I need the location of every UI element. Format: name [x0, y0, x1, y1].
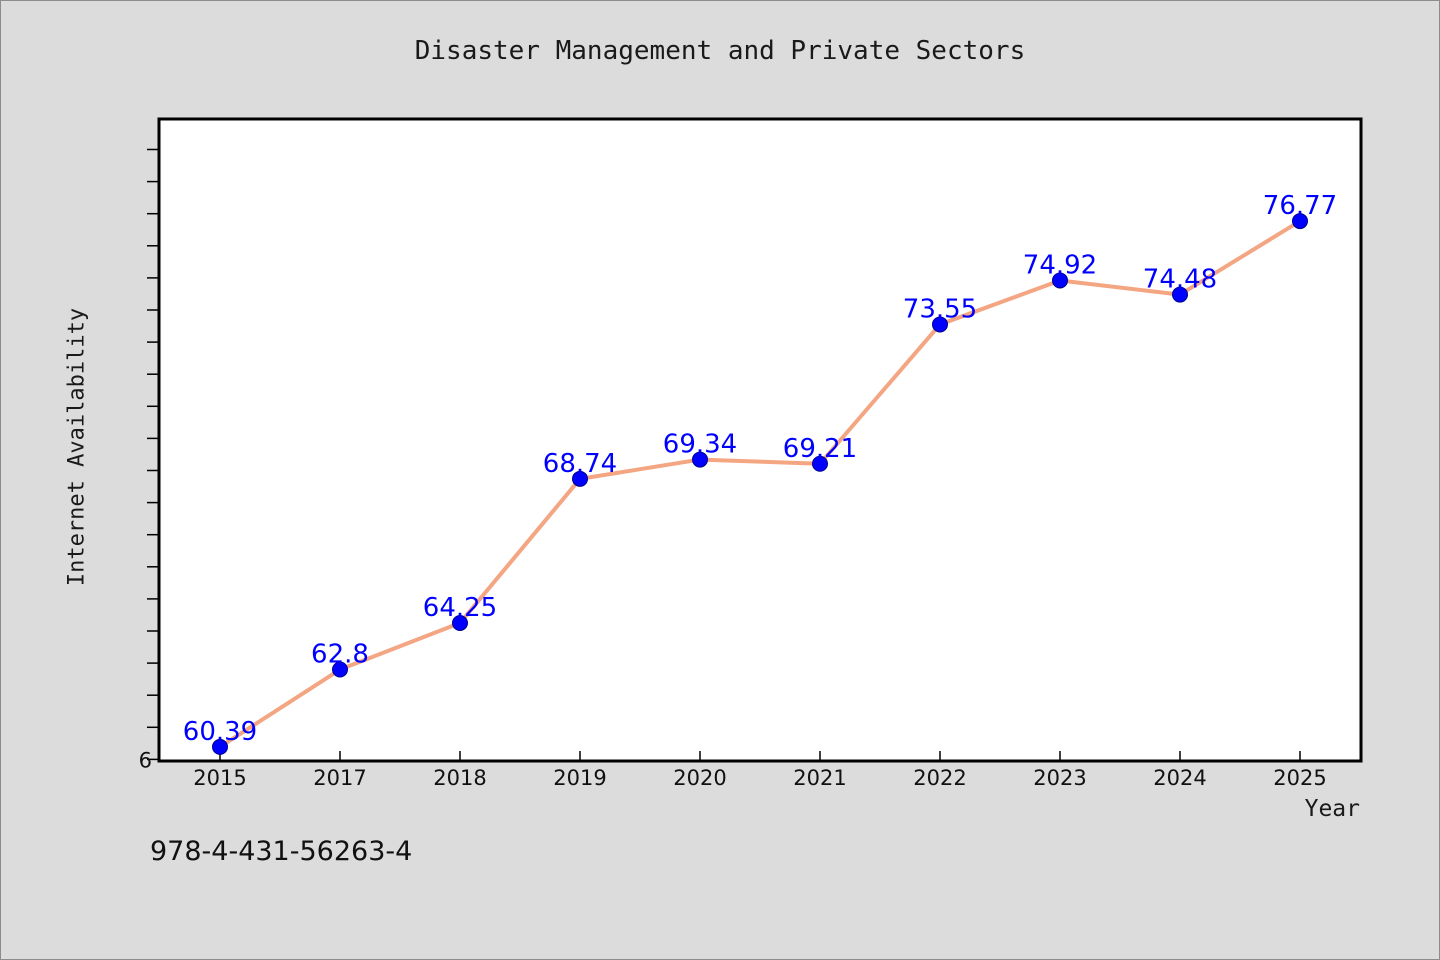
x-tick-label: 2024 [1153, 766, 1206, 790]
x-axis-tick-labels: 2015 2017 2018 2019 2020 2021 2022 2023 2024 2025 [193, 766, 1326, 790]
data-point [932, 316, 948, 333]
data-label: 69.34 [663, 430, 737, 460]
x-tick-label: 2017 [313, 766, 366, 790]
x-tick-label: 2022 [913, 766, 966, 790]
chart-title: Disaster Management and Private Sectors [414, 36, 1026, 66]
data-label: 74.48 [1143, 265, 1217, 295]
data-label: 60.39 [183, 717, 257, 747]
data-label: 68.74 [543, 449, 617, 479]
y-axis-ticks [147, 148, 159, 761]
data-point [212, 738, 228, 755]
data-label: 74.92 [1023, 250, 1097, 280]
data-label: 62.8 [311, 640, 369, 670]
data-label: 64.25 [423, 593, 497, 623]
data-point [452, 614, 468, 631]
series-points [212, 213, 1308, 755]
data-point [1292, 213, 1308, 230]
data-point [692, 451, 708, 468]
y-axis-label: Internet Availability [64, 307, 90, 587]
plot-area [157, 117, 1363, 763]
x-tick-label: 2025 [1273, 766, 1326, 790]
data-point [1172, 286, 1188, 303]
x-tick-label: 2020 [673, 766, 726, 790]
x-tick-label: 2023 [1033, 766, 1086, 790]
x-tick-label: 2021 [793, 766, 846, 790]
x-tick-label: 2015 [193, 766, 246, 790]
series-line [218, 219, 1302, 749]
data-label: 76.77 [1263, 191, 1337, 221]
data-point [332, 661, 348, 678]
series-lines [218, 219, 1302, 749]
x-tick-label: 2018 [433, 766, 486, 790]
y-tick-label: 6 [139, 748, 152, 772]
data-label: 69.21 [783, 434, 857, 464]
x-tick-label: 2019 [553, 766, 606, 790]
data-labels: 60.39 62.8 64.25 68.74 69.34 69.21 73.55 74.92 7… [183, 191, 1337, 747]
data-point [572, 470, 588, 487]
data-point [812, 455, 828, 472]
data-point [1052, 272, 1068, 289]
data-label: 73.55 [903, 294, 977, 324]
isbn-text: 978-4-431-56263-4 [150, 836, 413, 867]
y-axis-tick-labels: 6 [139, 748, 152, 772]
x-axis-label: Year [1304, 796, 1360, 822]
